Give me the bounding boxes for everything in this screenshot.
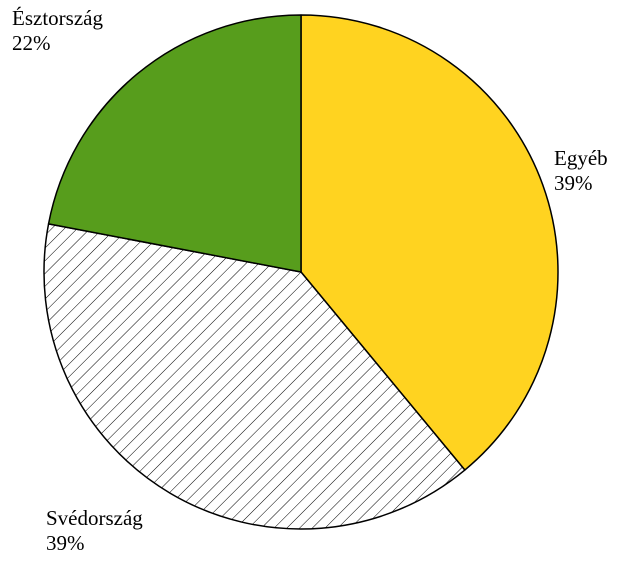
- pie-slice: [47, 14, 302, 273]
- slice-label: Svédország: [46, 506, 143, 530]
- pie-slice: [300, 14, 559, 471]
- slice-label: Egyéb: [554, 146, 608, 170]
- pie-slice: [43, 223, 466, 530]
- slice-value-label: 39%: [554, 171, 593, 195]
- slice-value-label: 22%: [12, 31, 51, 55]
- slice-label: Észtország: [12, 6, 103, 30]
- slice-value-label: 39%: [46, 531, 85, 555]
